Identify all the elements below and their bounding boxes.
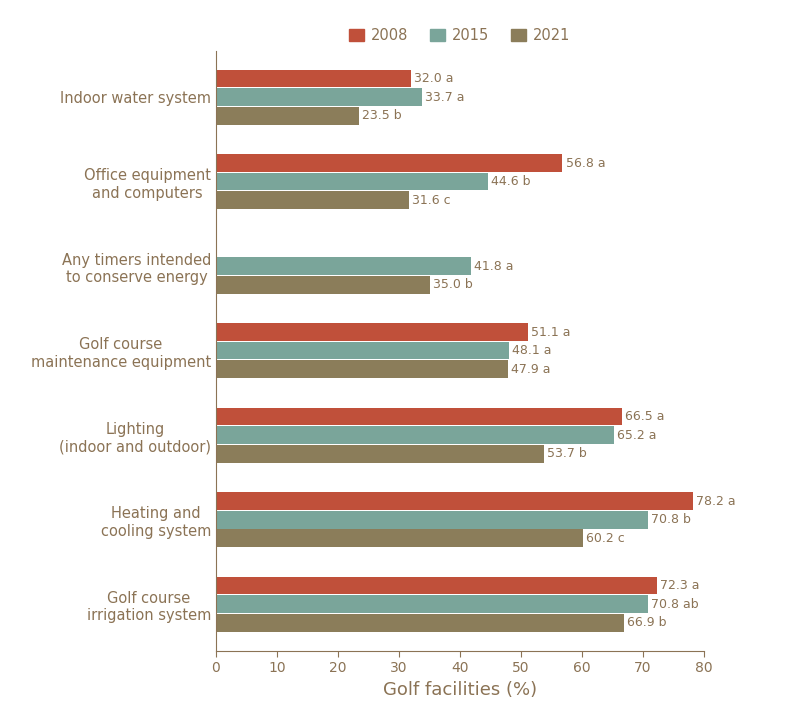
Bar (216, 408, 622, 425)
Text: 33.7 a: 33.7 a (425, 90, 464, 103)
Bar (216, 577, 657, 594)
Text: 23.5 b: 23.5 b (362, 109, 402, 122)
Text: 47.9 a: 47.9 a (511, 363, 550, 376)
Text: 66.5 a: 66.5 a (625, 410, 664, 423)
Text: 44.6 b: 44.6 b (491, 175, 530, 188)
Bar (216, 445, 543, 463)
Bar (216, 69, 411, 87)
Bar (216, 427, 614, 444)
Bar (216, 342, 510, 359)
Bar (216, 173, 488, 190)
Text: 51.1 a: 51.1 a (530, 325, 570, 338)
Bar (216, 323, 528, 341)
Bar (216, 511, 648, 529)
Bar (216, 276, 430, 294)
Bar (216, 614, 624, 632)
Text: 78.2 a: 78.2 a (696, 495, 736, 508)
Text: 35.0 b: 35.0 b (433, 278, 472, 291)
Text: 41.8 a: 41.8 a (474, 260, 514, 273)
X-axis label: Golf facilities (%): Golf facilities (%) (383, 680, 537, 698)
Bar (216, 257, 471, 275)
Text: 70.8 ab: 70.8 ab (651, 598, 698, 611)
Text: 66.9 b: 66.9 b (627, 616, 666, 629)
Text: 60.2 c: 60.2 c (586, 532, 625, 545)
Bar (216, 529, 583, 547)
Text: 70.8 b: 70.8 b (651, 513, 691, 526)
Bar (216, 492, 693, 510)
Bar (216, 192, 409, 209)
Text: 56.8 a: 56.8 a (566, 156, 605, 169)
Text: 32.0 a: 32.0 a (414, 72, 454, 85)
Legend: 2008, 2015, 2021: 2008, 2015, 2021 (343, 22, 577, 48)
Bar (216, 595, 648, 613)
Text: 72.3 a: 72.3 a (660, 579, 699, 592)
Text: 48.1 a: 48.1 a (513, 344, 552, 357)
Text: 31.6 c: 31.6 c (412, 194, 450, 207)
Bar (216, 154, 562, 172)
Text: 53.7 b: 53.7 b (546, 448, 586, 461)
Bar (216, 88, 422, 106)
Text: 65.2 a: 65.2 a (617, 429, 656, 442)
Bar (216, 361, 508, 378)
Bar (216, 107, 359, 124)
